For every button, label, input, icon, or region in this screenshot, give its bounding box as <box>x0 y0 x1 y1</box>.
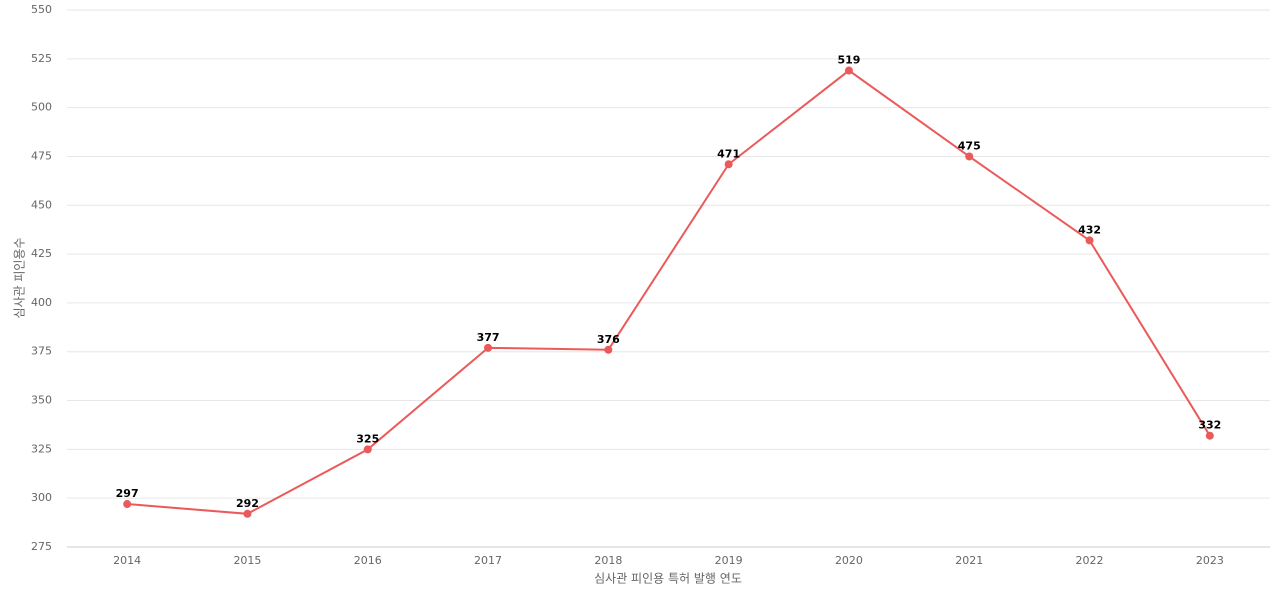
y-tick-label: 325 <box>31 442 52 455</box>
value-label: 325 <box>356 432 379 445</box>
value-label: 471 <box>717 147 740 160</box>
value-label: 377 <box>477 331 500 344</box>
x-tick-label: 2017 <box>474 554 502 567</box>
y-tick-label: 400 <box>31 296 52 309</box>
x-tick-label: 2023 <box>1196 554 1224 567</box>
x-tick-label: 2021 <box>955 554 983 567</box>
x-tick-label: 2020 <box>835 554 863 567</box>
point <box>123 500 132 509</box>
y-tick-label: 375 <box>31 345 52 358</box>
y-tick-label: 450 <box>31 198 52 211</box>
point <box>965 152 974 161</box>
point <box>1085 236 1094 245</box>
y-tick-label: 350 <box>31 394 52 407</box>
y-tick-label: 275 <box>31 540 52 553</box>
point <box>844 66 853 75</box>
y-tick-label: 300 <box>31 491 52 504</box>
point <box>243 509 252 518</box>
y-tick-label: 525 <box>31 52 52 65</box>
x-tick-label: 2019 <box>715 554 743 567</box>
value-label: 292 <box>236 497 259 510</box>
line <box>127 69 1211 515</box>
x-tick-label: 2018 <box>594 554 622 567</box>
value-label: 297 <box>116 487 139 500</box>
value-label: 432 <box>1078 223 1101 236</box>
value-label: 475 <box>958 139 981 152</box>
x-tick-label: 2015 <box>233 554 261 567</box>
x-tick-label: 2016 <box>354 554 382 567</box>
y-axis-title: 심사관 피인용수 <box>13 237 27 318</box>
value-label: 376 <box>597 333 620 346</box>
value-label: 519 <box>837 54 860 67</box>
point <box>1205 431 1214 440</box>
x-tick-label: 2014 <box>113 554 141 567</box>
y-tick-label: 425 <box>31 247 52 260</box>
value-label: 332 <box>1198 419 1221 432</box>
point <box>604 345 613 354</box>
x-tick-label: 2022 <box>1076 554 1104 567</box>
point <box>484 343 493 352</box>
y-tick-label: 500 <box>31 101 52 114</box>
y-tick-label: 475 <box>31 149 52 162</box>
x-axis-title: 심사관 피인용 특허 발행 연도 <box>594 571 742 586</box>
y-tick-label: 550 <box>31 3 52 16</box>
point <box>724 160 733 169</box>
point <box>363 445 372 454</box>
